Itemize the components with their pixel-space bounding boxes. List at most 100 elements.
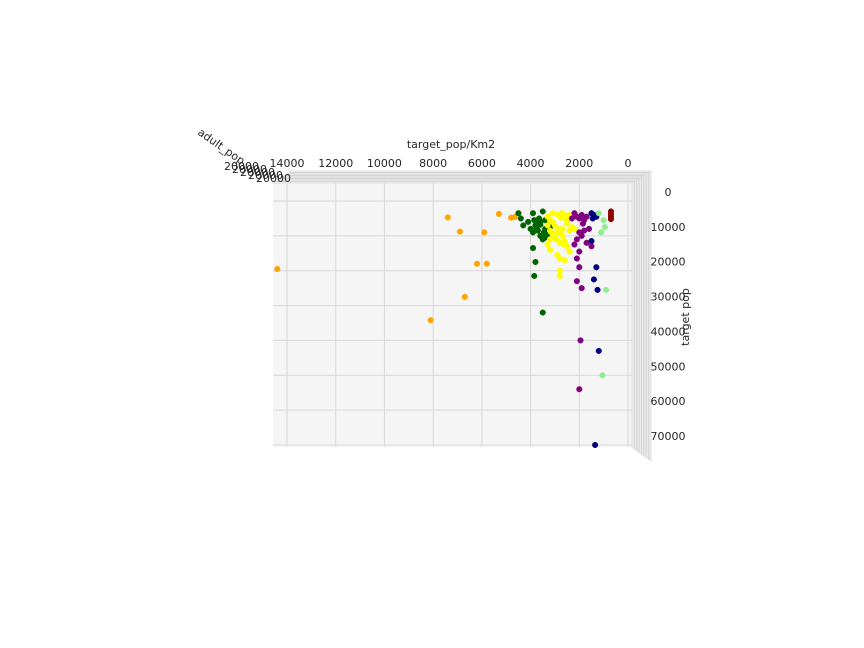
data-point (576, 248, 583, 255)
data-point (583, 213, 590, 220)
y-tick-label: 60000 (651, 395, 686, 408)
data-point (444, 214, 451, 221)
x-tick-label: 12000 (318, 157, 353, 170)
data-point (559, 225, 566, 232)
data-point (274, 265, 281, 273)
data-point (456, 228, 463, 235)
data-point (556, 272, 563, 279)
data-point (540, 229, 548, 236)
z-tick-label: 20000 (256, 172, 291, 185)
x-tick-label: 0 (625, 157, 632, 170)
data-point (589, 215, 596, 222)
data-point (520, 222, 527, 229)
data-point (594, 286, 601, 293)
data-point (427, 317, 434, 324)
x-tick-label: 4000 (517, 157, 545, 170)
y-tick-label: 70000 (651, 430, 686, 443)
data-point (525, 218, 532, 225)
data-point (576, 386, 583, 393)
y-tick-label: 30000 (651, 291, 686, 304)
data-point (601, 224, 608, 231)
z-axis-label: adult_pop (195, 126, 247, 168)
y-tick-label: 10000 (651, 221, 686, 234)
data-point (603, 286, 610, 293)
y-tick-label: 40000 (651, 325, 686, 338)
x-axis-ticks: 14000 12000 10000 8000 6000 4000 2000 0 (270, 157, 632, 170)
data-point (573, 278, 580, 285)
data-point (595, 347, 602, 354)
data-point (553, 236, 560, 243)
data-point (561, 257, 568, 264)
data-point (595, 210, 602, 217)
z-tick-label: 20000 (232, 163, 267, 176)
data-point (532, 258, 539, 266)
data-point (483, 260, 490, 267)
y-axis-ticks: 0 10000 20000 30000 40000 50000 60000 70000 (651, 186, 686, 443)
z-tick-label: 20000 (224, 160, 259, 173)
y-tick-label: 20000 (651, 256, 686, 269)
data-point (599, 372, 606, 379)
data-point (573, 236, 580, 243)
data-point (481, 229, 488, 236)
data-point (547, 236, 554, 243)
data-point (578, 285, 585, 292)
data-point (515, 210, 522, 217)
axis-panes (271, 170, 653, 462)
data-point (536, 215, 543, 222)
x-tick-label: 8000 (419, 157, 447, 170)
data-point (556, 267, 563, 274)
data-point (537, 221, 544, 228)
x-axis-label: target_pop/Km2 (407, 138, 495, 151)
data-point (539, 208, 546, 215)
data-point (547, 246, 554, 253)
data-point (573, 255, 580, 262)
data-point (559, 232, 566, 239)
data-point (517, 215, 524, 222)
data-point (577, 337, 584, 344)
back-pane (273, 183, 632, 447)
data-point (533, 225, 540, 232)
data-point (564, 220, 571, 227)
x-tick-label: 2000 (565, 157, 593, 170)
data-point (531, 272, 538, 279)
data-point (461, 293, 468, 300)
data-points (274, 208, 615, 449)
data-point (560, 241, 567, 248)
data-point (557, 214, 565, 221)
data-point (544, 241, 551, 248)
data-point (571, 241, 578, 248)
data-point (588, 243, 595, 250)
data-point (539, 309, 546, 316)
data-point (566, 248, 573, 255)
data-point (607, 216, 615, 223)
data-point (549, 210, 556, 217)
y-tick-label: 0 (665, 186, 672, 199)
data-point (593, 264, 600, 271)
data-point (495, 210, 502, 217)
y-tick-label: 50000 (651, 360, 686, 373)
data-point (592, 441, 599, 449)
z-tick-label: 20000 (240, 166, 275, 179)
data-point (529, 210, 537, 217)
data-point (588, 238, 595, 245)
data-point (600, 217, 607, 224)
x-tick-label: 6000 (468, 157, 496, 170)
x-tick-label: 10000 (367, 157, 402, 170)
data-point (544, 222, 551, 229)
data-point (598, 229, 605, 236)
y-axis-label: target pop (679, 288, 692, 346)
data-point (576, 264, 583, 271)
data-point (571, 225, 578, 232)
data-point (473, 260, 481, 267)
data-point (579, 220, 586, 227)
data-point (511, 213, 518, 221)
data-point (590, 276, 597, 283)
data-point (548, 229, 555, 236)
data-point (529, 245, 537, 252)
data-point (527, 225, 534, 232)
x-tick-label: 14000 (270, 157, 305, 170)
data-point (568, 215, 576, 222)
data-point (578, 232, 585, 239)
